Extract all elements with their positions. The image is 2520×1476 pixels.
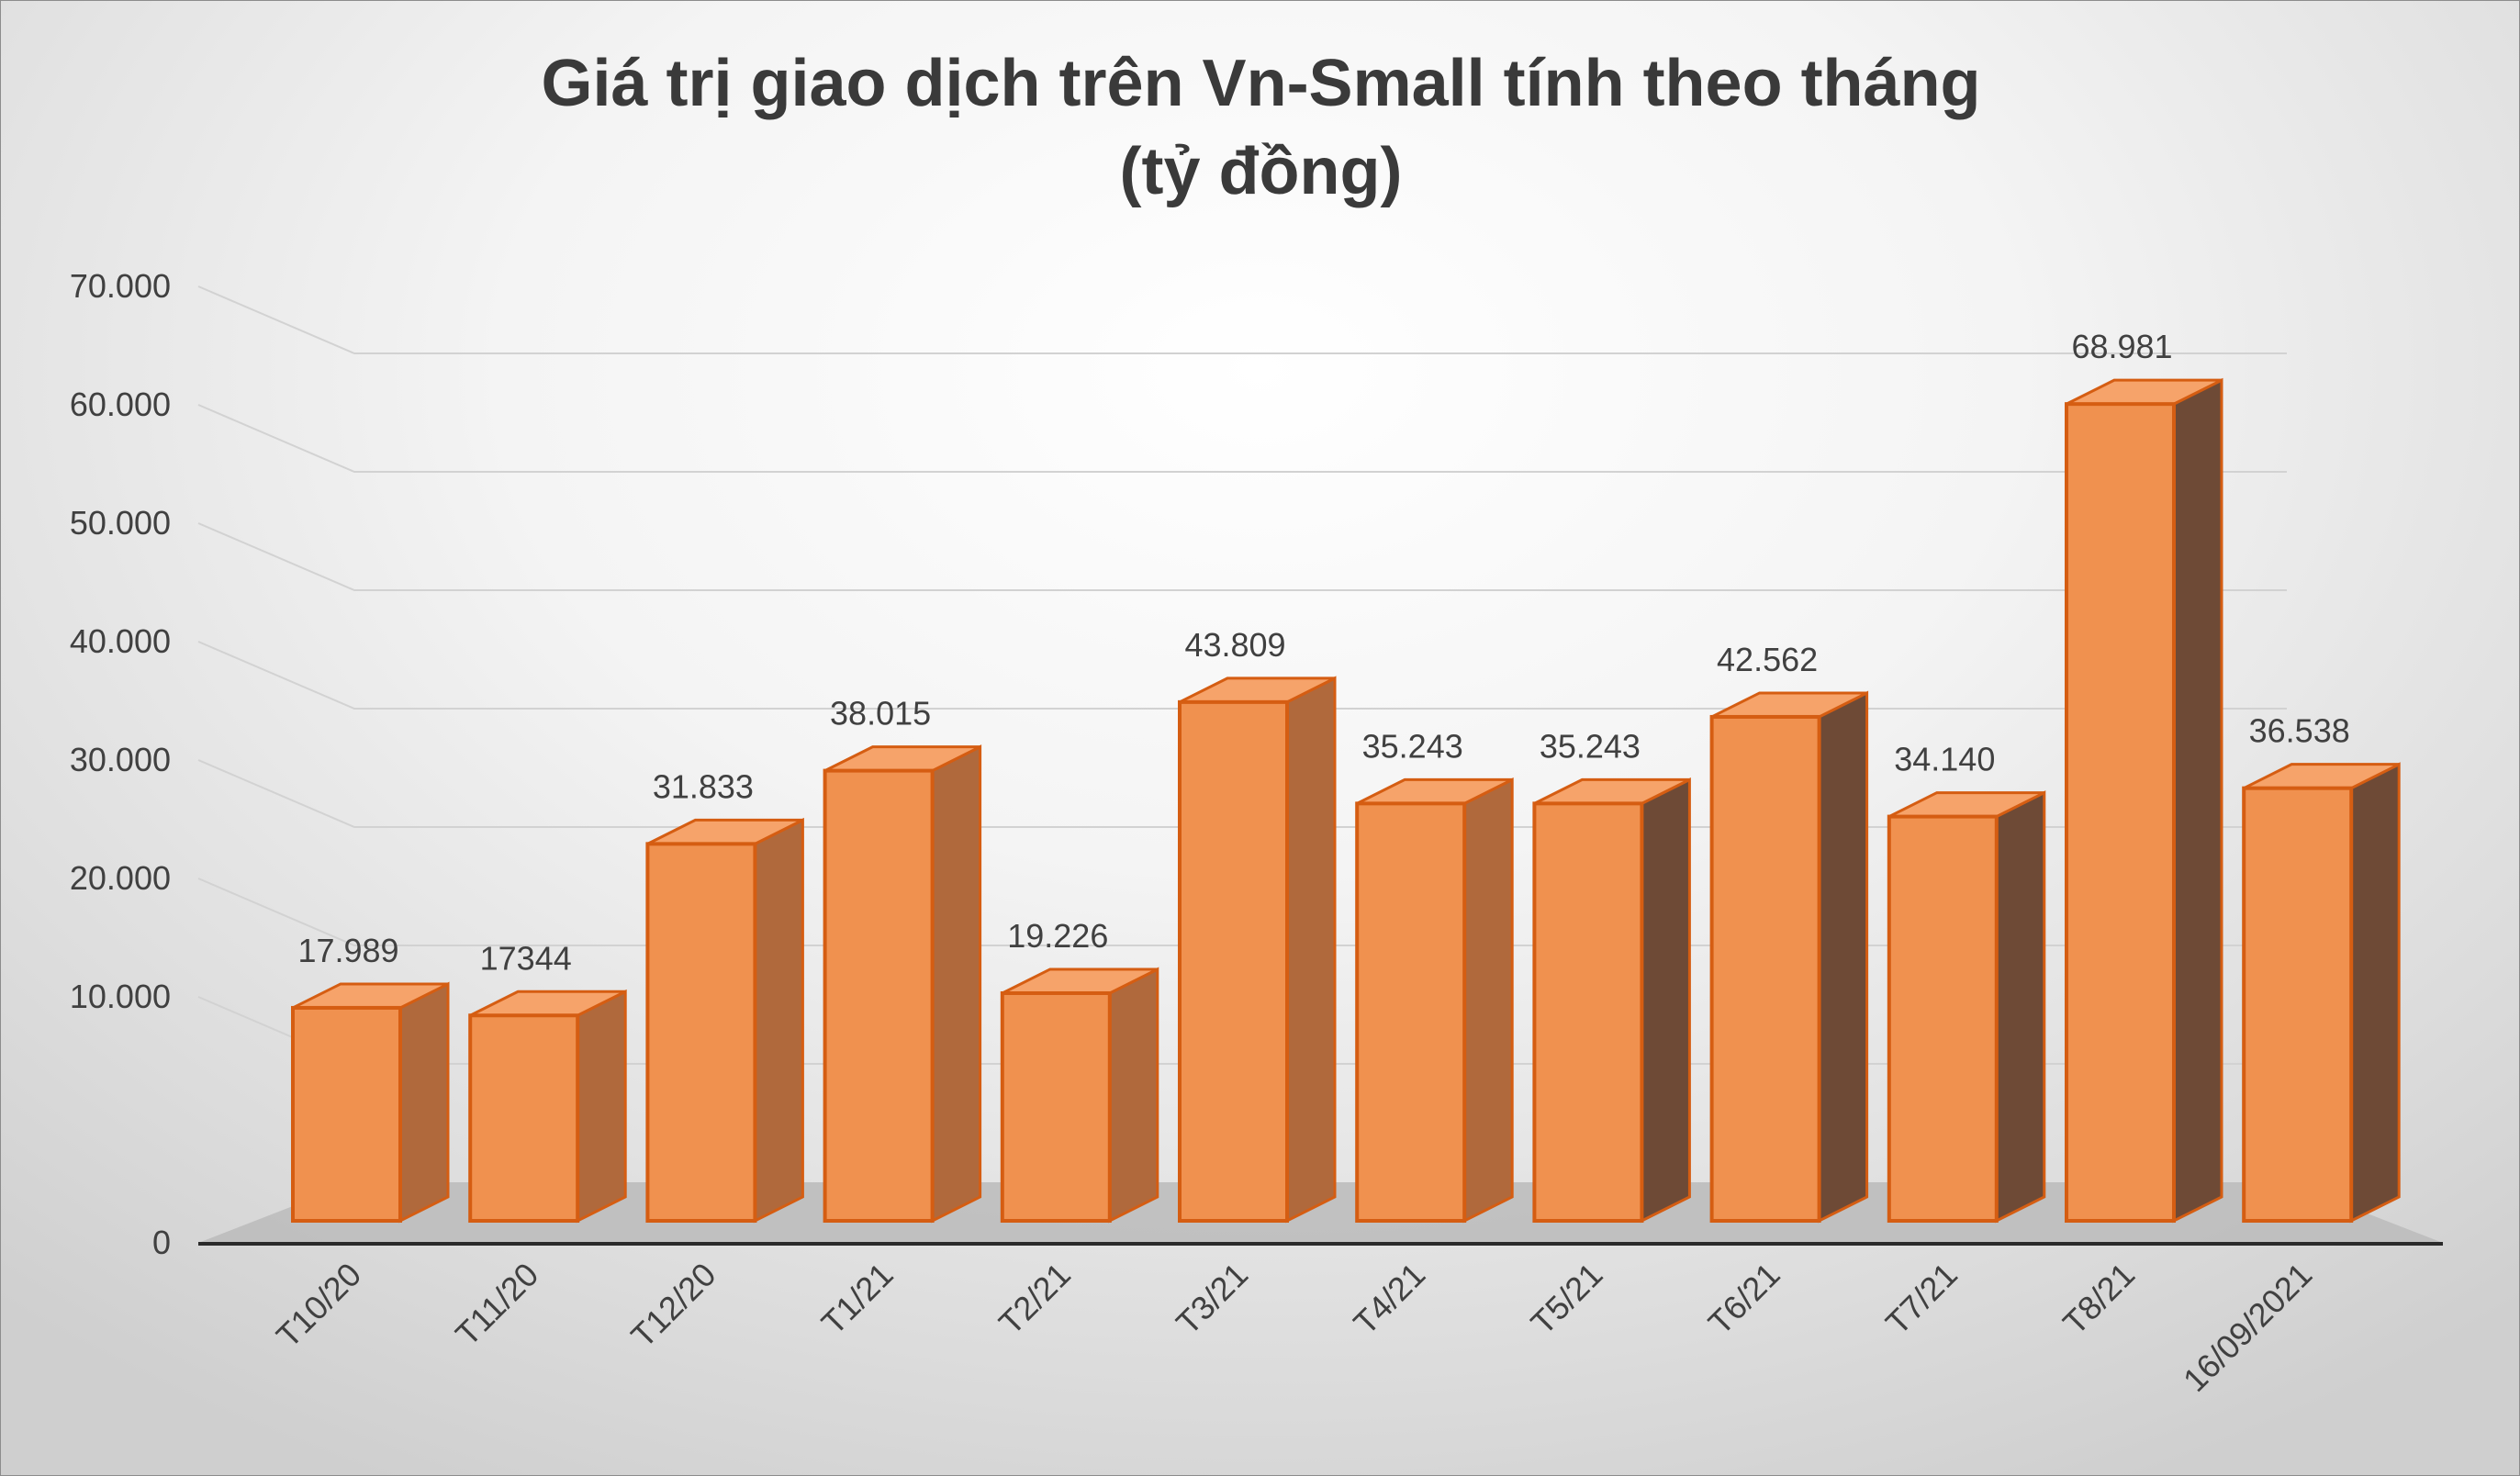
gridline <box>197 522 2287 591</box>
bar <box>2242 762 2401 1224</box>
chart-title: Giá trị giao dịch trên Vn-Small tính the… <box>541 47 1981 120</box>
x-axis-categories: T10/20 T11/20 T12/20 T1/21 T2/21 T3/21 T4/21 T5… <box>269 1256 2319 1399</box>
bar-side <box>2172 377 2223 1224</box>
y-tick-label: 40.000 <box>70 622 171 660</box>
bar-front <box>1709 714 1821 1223</box>
data-label: 35.243 <box>1362 727 1463 765</box>
bar <box>291 981 450 1224</box>
bar <box>1709 690 1869 1224</box>
x-category-label: T4/21 <box>1346 1256 1432 1342</box>
bar <box>1532 777 1691 1224</box>
x-category-label: T1/21 <box>814 1256 901 1342</box>
bars <box>291 377 2401 1224</box>
x-category-label: T10/20 <box>269 1256 368 1355</box>
x-category-label: T5/21 <box>1523 1256 1609 1342</box>
bar-front <box>1000 990 1112 1224</box>
x-category-label: T8/21 <box>2055 1256 2142 1342</box>
x-category-label: T2/21 <box>991 1256 1078 1342</box>
chart-subtitle: (tỷ đồng) <box>1119 135 1403 208</box>
bar-front <box>2065 402 2176 1224</box>
y-tick-label: 20.000 <box>70 859 171 897</box>
bar-side <box>576 989 627 1224</box>
data-label: 36.538 <box>2249 712 2350 750</box>
data-label: 42.562 <box>1717 641 1818 678</box>
y-tick-label: 70.000 <box>70 267 171 305</box>
bar-side <box>398 981 450 1224</box>
data-labels: 17.989 17344 31.833 38.015 19.226 43.809 35.24… <box>297 328 2349 977</box>
x-category-label: T12/20 <box>623 1256 722 1355</box>
bar-front <box>645 842 757 1223</box>
data-label: 31.833 <box>653 767 754 805</box>
bar-front <box>2242 786 2354 1223</box>
bar-side <box>1818 690 1869 1224</box>
data-label: 19.226 <box>1007 917 1108 955</box>
data-label: 43.809 <box>1184 626 1285 664</box>
bar-front <box>1355 801 1467 1223</box>
y-tick-label: 50.000 <box>70 504 171 542</box>
bar <box>823 744 982 1224</box>
gridline <box>197 404 2287 473</box>
x-category-label: 16/09/2021 <box>2176 1256 2319 1399</box>
y-tick-label: 60.000 <box>70 386 171 423</box>
y-tick-label: 30.000 <box>70 741 171 778</box>
bar-front <box>468 1013 580 1224</box>
x-category-label: T6/21 <box>1701 1256 1787 1342</box>
gridline <box>197 285 2287 354</box>
bar <box>1887 790 2046 1224</box>
gridline <box>197 641 2287 710</box>
bar-side <box>931 744 982 1224</box>
data-label: 17344 <box>480 939 572 977</box>
x-category-label: T11/20 <box>448 1256 545 1353</box>
bar <box>1000 967 1159 1224</box>
y-axis-ticks: 0 10.000 20.000 30.000 40.000 50.000 60.000 70.… <box>70 267 171 1261</box>
bar-front <box>1887 814 1999 1223</box>
data-label: 38.015 <box>830 695 931 732</box>
bar-side <box>753 817 804 1224</box>
bar <box>2065 377 2223 1224</box>
data-label: 68.981 <box>2071 328 2172 365</box>
x-category-label: T7/21 <box>1878 1256 1965 1342</box>
bar-side <box>1285 676 1337 1224</box>
bar-side <box>1108 967 1159 1224</box>
data-label: 34.140 <box>1894 741 1995 778</box>
data-label: 17.989 <box>297 932 398 969</box>
bar <box>468 989 627 1224</box>
bar-side <box>1995 790 2046 1224</box>
chart-title-block: Giá trị giao dịch trên Vn-Small tính the… <box>1 39 2519 216</box>
bar-front <box>1532 801 1644 1223</box>
bar-side <box>1462 777 1514 1224</box>
y-tick-label: 10.000 <box>70 978 171 1015</box>
bar <box>1178 676 1337 1224</box>
bar-front <box>823 768 935 1223</box>
bar-side <box>1640 777 1691 1224</box>
bar <box>1355 777 1514 1224</box>
bar-front <box>291 1005 402 1223</box>
x-category-label: T3/21 <box>1169 1256 1255 1342</box>
bar-side <box>2349 762 2401 1224</box>
data-label: 35.243 <box>1540 727 1641 765</box>
y-tick-label: 0 <box>152 1224 171 1261</box>
bar-front <box>1178 699 1289 1223</box>
bar <box>645 817 804 1224</box>
